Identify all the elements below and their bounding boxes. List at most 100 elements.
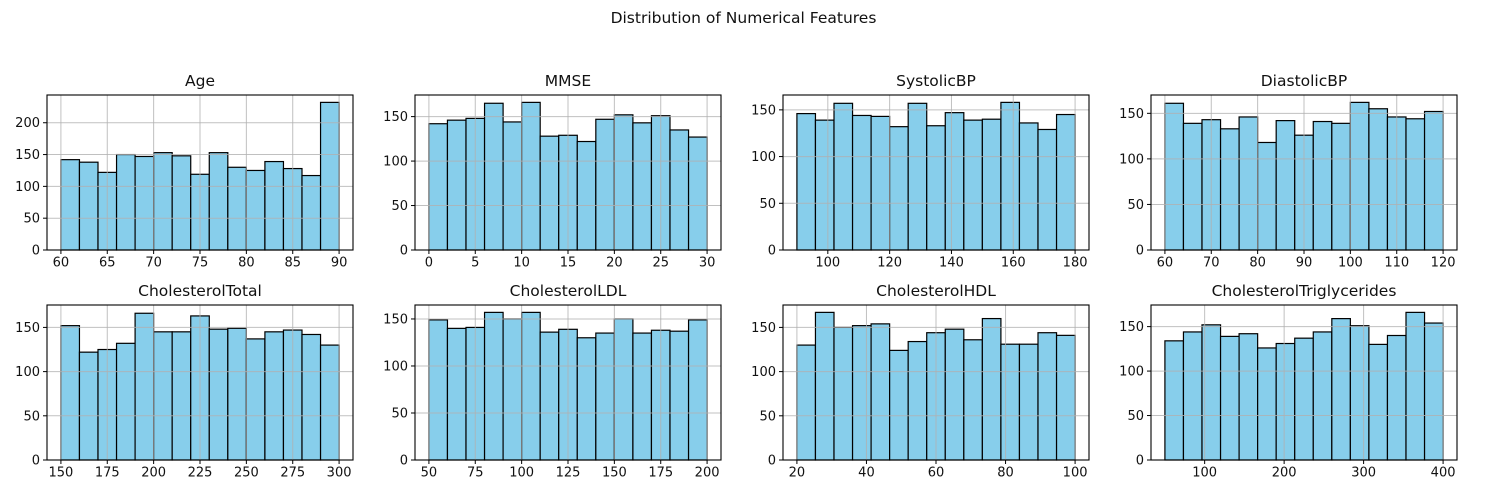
histogram-bar <box>245 169 266 251</box>
y-axis: 0 50 100 150 <box>751 103 783 259</box>
histogram-bar <box>963 339 983 461</box>
mmse-plot-svg: 0 5 10 15 20 25 30 0 50 100 150 <box>383 94 722 271</box>
bars <box>796 101 1076 251</box>
cholesteroltriglycerides-plot-svg: 100 200 300 400 0 50 100 150 <box>1119 304 1458 481</box>
histogram-bar <box>907 340 928 461</box>
y-tick-label: 0 <box>768 244 776 259</box>
gridlines <box>783 305 1089 460</box>
histogram-bar <box>483 102 504 251</box>
histogram-bar <box>153 152 173 251</box>
x-tick-label: 200 <box>1272 466 1297 481</box>
x-tick-label: 175 <box>648 466 673 481</box>
x-tick-label: 85 <box>284 256 301 271</box>
x-tick-label: 125 <box>556 466 581 481</box>
x-tick-label: 150 <box>602 466 627 481</box>
subplot-title-cholesteroltriglycerides: CholesterolTriglycerides <box>1211 282 1397 300</box>
histogram-bar <box>1037 332 1058 461</box>
cholesterolhdl-plot-svg: 20 40 60 80 100 0 50 100 150 <box>751 304 1090 481</box>
x-tick-label: 60 <box>1157 256 1174 271</box>
histogram-bar <box>814 311 835 461</box>
histogram-bar <box>1312 120 1333 251</box>
y-tick-label: 150 <box>15 321 40 336</box>
histogram-bar <box>632 332 653 461</box>
systolicbp-plot-svg: 100 120 140 160 180 0 50 100 150 <box>751 94 1090 271</box>
histogram-bar <box>632 122 653 251</box>
histogram-bar <box>576 140 597 251</box>
y-tick-label: 100 <box>1119 152 1144 167</box>
histogram-bar <box>1257 347 1277 461</box>
histogram-bar <box>595 332 615 461</box>
y-tick-label: 100 <box>751 365 776 380</box>
y-axis: 0 50 100 150 <box>1119 320 1151 469</box>
x-tick-label: 200 <box>141 466 166 481</box>
histogram-bar <box>115 153 136 251</box>
x-tick-label: 10 <box>513 256 530 271</box>
histogram-cholesteroltriglycerides: CholesterolTriglycerides 100 200 300 400 0 50… <box>1106 282 1474 481</box>
y-tick-label: 100 <box>751 150 776 165</box>
y-tick-label: 50 <box>23 409 40 424</box>
histogram-bar <box>1349 101 1370 251</box>
x-tick-label: 50 <box>421 466 438 481</box>
x-tick-label: 300 <box>1351 466 1376 481</box>
histogram-bar <box>687 319 708 461</box>
histogram-bar <box>301 333 322 461</box>
x-tick-label: 180 <box>1063 256 1088 271</box>
histogram-bar <box>613 114 634 251</box>
histogram-bar <box>171 331 192 461</box>
histogram-bar <box>428 123 449 251</box>
histogram-bar <box>851 325 872 461</box>
histogram-bar <box>1219 335 1240 461</box>
histogram-bar <box>153 331 173 461</box>
histogram-bar <box>134 312 155 461</box>
histogram-bar <box>134 155 155 251</box>
x-tick-label: 120 <box>877 256 902 271</box>
y-tick-label: 150 <box>1119 107 1144 122</box>
x-axis: 100 120 140 160 180 <box>815 250 1088 271</box>
histogram-bar <box>833 102 854 251</box>
x-tick-label: 60 <box>928 466 945 481</box>
subplot-title-diastolicbp: DiastolicBP <box>1260 72 1348 90</box>
histogram-bar <box>907 102 928 251</box>
histogram-bar <box>981 118 1002 251</box>
x-tick-label: 140 <box>939 256 964 271</box>
histogram-bar <box>1219 128 1240 251</box>
x-tick-label: 200 <box>695 466 720 481</box>
gridlines <box>415 305 721 460</box>
x-tick-label: 275 <box>280 466 305 481</box>
x-tick-label: 65 <box>99 256 116 271</box>
histogram-bar <box>1294 337 1314 461</box>
x-tick-label: 100 <box>1338 256 1363 271</box>
x-axis: 60 70 80 90 100 110 120 <box>1157 250 1456 271</box>
x-tick-label: 5 <box>471 256 479 271</box>
x-tick-label: 90 <box>331 256 348 271</box>
y-tick-label: 50 <box>23 212 40 227</box>
histogram-bar <box>60 325 81 461</box>
histogram-bar <box>944 112 965 251</box>
histogram-bar <box>1238 333 1259 461</box>
histogram-bar <box>1368 343 1389 461</box>
figure-suptitle: Distribution of Numerical Features <box>610 9 877 27</box>
subplot-title-cholesterolldl: CholesterolLDL <box>509 282 627 300</box>
y-tick-label: 200 <box>15 116 40 131</box>
y-tick-label: 100 <box>15 180 40 195</box>
y-axis: 0 50 100 150 <box>751 321 783 469</box>
bars <box>1164 311 1444 461</box>
x-tick-label: 75 <box>467 466 484 481</box>
histogram-bar <box>1312 331 1333 461</box>
x-tick-label: 80 <box>1249 256 1266 271</box>
x-tick-label: 60 <box>53 256 70 271</box>
histogram-bar <box>1000 343 1021 461</box>
histogram-bar <box>1386 334 1407 461</box>
histogram-bar <box>115 342 136 461</box>
histogram-bar <box>1018 122 1039 251</box>
cholesteroltotal-plot-svg: 150 175 200 225 250 275 300 0 50 100 150 <box>15 304 354 481</box>
histogram-cholesteroltotal: CholesterolTotal 150 175 200 225 250 275 300 0 5… <box>2 283 370 481</box>
histogram-bar <box>1275 342 1296 461</box>
x-tick-label: 400 <box>1431 466 1456 481</box>
histogram-bar <box>502 318 523 461</box>
x-tick-label: 300 <box>327 466 352 481</box>
histogram-bar <box>889 126 909 251</box>
y-tick-label: 150 <box>751 103 776 118</box>
x-tick-label: 25 <box>652 256 669 271</box>
y-tick-label: 50 <box>1127 198 1144 213</box>
